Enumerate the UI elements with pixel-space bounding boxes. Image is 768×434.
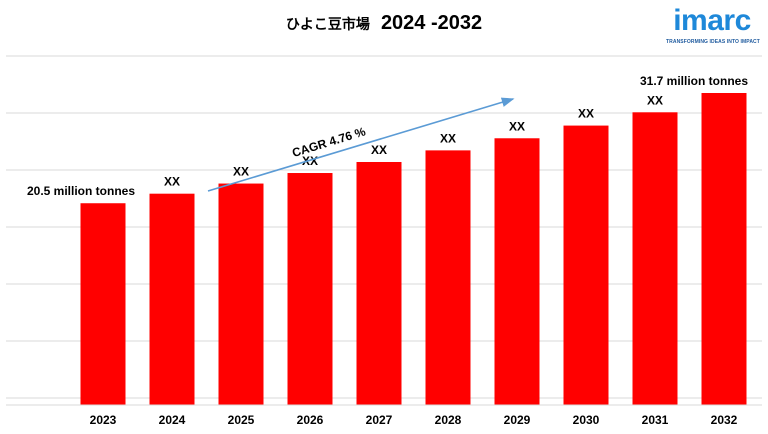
data-label-2031: XX (647, 93, 663, 107)
logo-tagline: TRANSFORMING IDEAS INTO IMPACT (666, 39, 760, 45)
imarc-logo: imarc TRANSFORMING IDEAS INTO IMPACT (666, 4, 760, 50)
data-label-2024: XX (164, 175, 180, 189)
bar-2029 (494, 138, 540, 405)
x-tick-2029: 2029 (504, 413, 531, 427)
bar-2027 (356, 161, 402, 405)
x-tick-2031: 2031 (642, 413, 669, 427)
data-label-2030: XX (578, 107, 594, 121)
data-label-2029: XX (509, 119, 525, 133)
cagr-arrow (207, 97, 515, 192)
bar-2025 (218, 183, 264, 405)
x-tick-2026: 2026 (297, 413, 324, 427)
bars (80, 93, 747, 406)
x-tick-2023: 2023 (90, 413, 117, 427)
title-market-name: ひよこ豆市場 (285, 16, 370, 33)
data-labels: 20.5 million tonnesXXXXXXXXXXXXXXXX31.7 … (27, 74, 748, 198)
data-label-2028: XX (440, 131, 456, 145)
x-axis: 2023 2024 2025 2026 2027 2028 2029 2030 2031 2032 (6, 404, 762, 427)
x-tick-2027: 2027 (366, 413, 393, 427)
x-tick-2025: 2025 (228, 413, 255, 427)
chart-title: ひよこ豆市場 2024 -2032 (0, 12, 768, 35)
bar-2032 (701, 93, 747, 405)
bar-2028 (425, 150, 471, 405)
logo-wordmark: imarc (673, 4, 751, 37)
x-tick-2032: 2032 (711, 413, 738, 427)
x-tick-2030: 2030 (573, 413, 600, 427)
bar-2024 (149, 193, 195, 405)
bar-2031 (632, 112, 678, 405)
data-label-2032: 31.7 million tonnes (640, 74, 748, 88)
x-tick-2028: 2028 (435, 413, 462, 427)
bar-2026 (287, 173, 333, 405)
bar-2030 (563, 125, 609, 406)
title-year-range: 2024 -2032 (380, 12, 483, 34)
data-label-2027: XX (371, 143, 387, 157)
bar-2023 (80, 203, 126, 405)
x-tick-2024: 2024 (159, 413, 186, 427)
data-label-2025: XX (233, 165, 249, 179)
data-label-2023: 20.5 million tonnes (27, 184, 135, 198)
